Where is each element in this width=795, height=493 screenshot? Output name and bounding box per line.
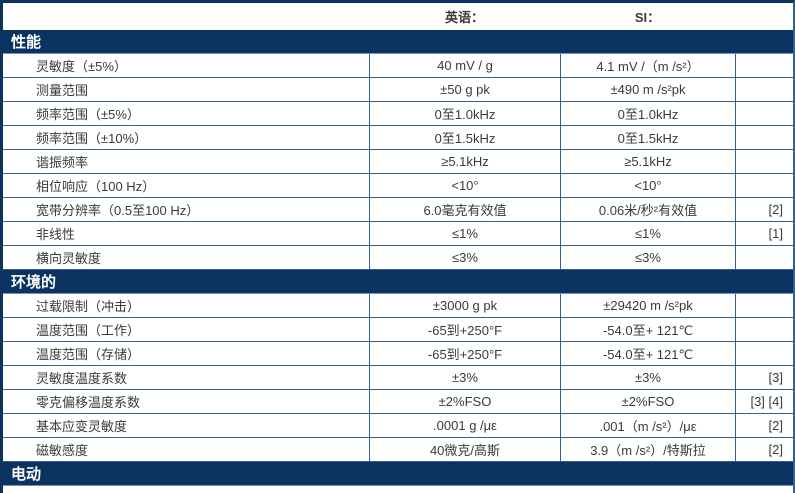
column-header-english: 英语：: [444, 10, 484, 25]
spec-value-english: 40微克/高斯: [369, 438, 560, 461]
spec-value-english: ≤3%: [369, 246, 560, 269]
spec-value-si: ±490 m /s²pk: [560, 78, 735, 101]
spec-value-english: ±50 g pk: [369, 78, 560, 101]
table-header-row: 英语： SI：: [3, 3, 793, 30]
spec-footnote: [2]: [735, 414, 793, 437]
spec-row: 非线性 ≤1% ≤1% [1]: [3, 222, 793, 246]
spec-row: 温度范围（存储） -65到+250°F -54.0至+ 121℃: [3, 342, 793, 366]
spec-label: 横向灵敏度: [36, 251, 102, 266]
spec-footnote: [735, 246, 793, 269]
spec-label: 频率范围（±5%）: [36, 107, 140, 122]
spec-value-english: -65到+250°F: [369, 342, 560, 365]
spec-row: 灵敏度温度系数 ±3% ±3% [3]: [3, 366, 793, 390]
spec-row: 灵敏度（±5%） 40 mV / g 4.1 mV /（m /s²）: [3, 54, 793, 78]
spec-value-si: ≥5.1kHz: [560, 150, 735, 173]
spec-value-si: 3.9（m /s²）/特斯拉: [560, 438, 735, 461]
spec-value-english: ±3000 g pk: [369, 294, 560, 317]
spec-row: 频率范围（±10%） 0至1.5kHz 0至1.5kHz: [3, 126, 793, 150]
spec-footnote: [2]: [735, 198, 793, 221]
spec-value-english: 0至1.0kHz: [369, 102, 560, 125]
spec-label: 灵敏度（±5%）: [36, 59, 127, 74]
spec-row: 零克偏移温度系数 ±2%FSO ±2%FSO [3] [4]: [3, 390, 793, 414]
spec-footnote: [735, 150, 793, 173]
section-header: 环境的: [3, 270, 793, 294]
spec-footnote: [735, 174, 793, 197]
spec-row: 谐振频率 ≥5.1kHz ≥5.1kHz: [3, 150, 793, 174]
spec-value-english: 40 mV / g: [369, 54, 560, 77]
spec-value-english: .0001 g /με: [369, 414, 560, 437]
spec-value-si: -54.0至+ 121℃: [560, 342, 735, 365]
spec-row: 相位响应（100 Hz） <10° <10°: [3, 174, 793, 198]
spec-row: 温度范围（工作） -65到+250°F -54.0至+ 121℃: [3, 318, 793, 342]
section-header: 电动: [3, 462, 793, 486]
spec-footnote: [1]: [735, 222, 793, 245]
spec-value-english: <10°: [369, 174, 560, 197]
spec-value-si: 0至1.5kHz: [560, 126, 735, 149]
spec-value-english: ±3%: [369, 366, 560, 389]
spec-footnote: [735, 102, 793, 125]
spec-value-english: 0至1.5kHz: [369, 126, 560, 149]
section-header: 性能: [3, 30, 793, 54]
spec-row: 宽带分辨率（0.5至100 Hz） 6.0毫克有效值 0.06米/秒²有效值 [2]: [3, 198, 793, 222]
spec-row: 频率范围（±5%） 0至1.0kHz 0至1.0kHz: [3, 102, 793, 126]
spec-footnote: [3] [4]: [735, 390, 793, 413]
spec-label: 温度范围（工作）: [36, 323, 141, 338]
spec-row: 磁敏感度 40微克/高斯 3.9（m /s²）/特斯拉 [2]: [3, 438, 793, 462]
spec-row: 测量范围 ±50 g pk ±490 m /s²pk: [3, 78, 793, 102]
spec-footnote: [735, 294, 793, 317]
table-bottom-strip: [3, 486, 793, 491]
spec-value-si: 0.06米/秒²有效值: [560, 198, 735, 221]
spec-footnote: [3]: [735, 366, 793, 389]
spec-value-si: ≤3%: [560, 246, 735, 269]
spec-footnote: [735, 126, 793, 149]
spec-label: 基本应变灵敏度: [36, 419, 128, 434]
spec-row: 基本应变灵敏度 .0001 g /με .001（m /s²）/με [2]: [3, 414, 793, 438]
spec-value-english: 6.0毫克有效值: [369, 198, 560, 221]
spec-label: 非线性: [36, 227, 76, 242]
spec-footnote: [735, 54, 793, 77]
spec-footnote: [2]: [735, 438, 793, 461]
spec-label: 测量范围: [36, 83, 89, 98]
spec-value-si: 0至1.0kHz: [560, 102, 735, 125]
spec-value-si: ±29420 m /s²pk: [560, 294, 735, 317]
spec-value-english: ≥5.1kHz: [369, 150, 560, 173]
spec-value-si: 4.1 mV /（m /s²）: [560, 54, 735, 77]
spec-label: 零克偏移温度系数: [36, 395, 141, 410]
spec-value-si: <10°: [560, 174, 735, 197]
spec-value-si: .001（m /s²）/με: [560, 414, 735, 437]
spec-value-si: ≤1%: [560, 222, 735, 245]
spec-label: 过载限制（冲击）: [36, 299, 141, 314]
spec-value-english: ≤1%: [369, 222, 560, 245]
spec-label: 宽带分辨率（0.5至100 Hz）: [36, 203, 200, 218]
table-body: 性能灵敏度（±5%） 40 mV / g 4.1 mV /（m /s²） 测量范围 ±5…: [3, 30, 793, 486]
spec-label: 温度范围（存储）: [36, 347, 141, 362]
spec-label: 灵敏度温度系数: [36, 371, 128, 386]
spec-row: 横向灵敏度 ≤3% ≤3%: [3, 246, 793, 270]
spec-value-si: ±3%: [560, 366, 735, 389]
spec-label: 频率范围（±10%）: [36, 131, 148, 146]
spec-value-si: -54.0至+ 121℃: [560, 318, 735, 341]
column-header-si: SI：: [634, 10, 661, 25]
spec-footnote: [735, 318, 793, 341]
spec-footnote: [735, 342, 793, 365]
spec-footnote: [735, 78, 793, 101]
spec-label: 相位响应（100 Hz）: [36, 179, 156, 194]
spec-value-english: ±2%FSO: [369, 390, 560, 413]
spec-label: 磁敏感度: [36, 443, 89, 458]
spec-row: 过载限制（冲击） ±3000 g pk ±29420 m /s²pk: [3, 294, 793, 318]
spec-value-english: -65到+250°F: [369, 318, 560, 341]
spec-value-si: ±2%FSO: [560, 390, 735, 413]
spec-label: 谐振频率: [36, 155, 89, 170]
